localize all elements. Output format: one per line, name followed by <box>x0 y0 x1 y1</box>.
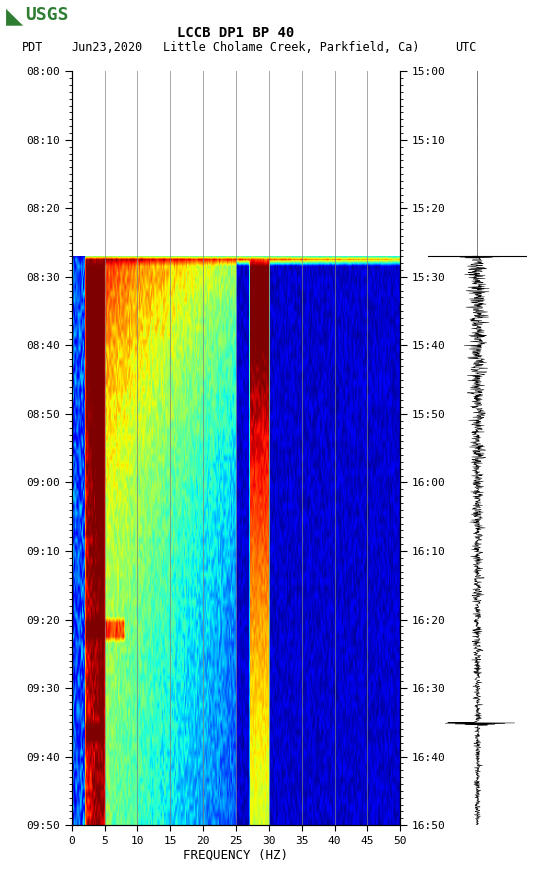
Bar <box>72 71 400 256</box>
Text: Little Cholame Creek, Parkfield, Ca): Little Cholame Creek, Parkfield, Ca) <box>163 41 420 54</box>
Text: ◣: ◣ <box>6 6 23 26</box>
Text: PDT: PDT <box>22 41 44 54</box>
Text: LCCB DP1 BP 40: LCCB DP1 BP 40 <box>177 26 295 40</box>
Text: USGS: USGS <box>25 6 68 24</box>
Text: UTC: UTC <box>455 41 477 54</box>
Text: Jun23,2020: Jun23,2020 <box>72 41 143 54</box>
X-axis label: FREQUENCY (HZ): FREQUENCY (HZ) <box>183 848 289 862</box>
